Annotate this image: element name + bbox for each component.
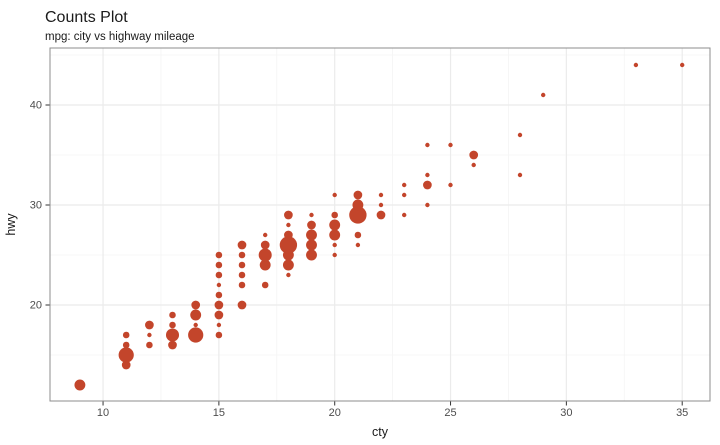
data-point bbox=[306, 249, 317, 261]
data-point bbox=[471, 162, 476, 168]
data-point bbox=[238, 271, 246, 279]
data-point bbox=[122, 341, 130, 349]
x-tick-label: 25 bbox=[444, 407, 456, 419]
data-point bbox=[169, 321, 176, 329]
data-point bbox=[214, 310, 224, 320]
data-point bbox=[633, 62, 639, 68]
data-point bbox=[307, 220, 316, 230]
data-point bbox=[215, 271, 223, 279]
data-point bbox=[517, 132, 523, 138]
data-point bbox=[352, 199, 364, 211]
data-point bbox=[191, 300, 201, 310]
data-point bbox=[216, 282, 222, 288]
data-point bbox=[214, 300, 224, 310]
data-point bbox=[353, 190, 363, 200]
data-point bbox=[286, 272, 291, 278]
data-point bbox=[286, 222, 291, 228]
data-point bbox=[517, 172, 523, 178]
x-tick-label: 30 bbox=[560, 407, 572, 419]
data-point bbox=[193, 322, 198, 328]
data-point bbox=[306, 229, 317, 241]
data-point bbox=[238, 261, 246, 269]
data-point bbox=[215, 251, 223, 259]
data-point bbox=[425, 172, 430, 178]
y-tick-label: 30 bbox=[30, 200, 42, 212]
x-tick-label: 15 bbox=[213, 407, 225, 419]
data-point bbox=[306, 239, 317, 251]
data-point bbox=[448, 142, 453, 148]
data-point bbox=[282, 259, 294, 271]
data-point bbox=[215, 331, 223, 339]
data-point bbox=[354, 231, 362, 239]
data-point bbox=[332, 192, 337, 198]
y-axis-title: hwy bbox=[4, 213, 18, 236]
data-point bbox=[448, 182, 453, 188]
data-point bbox=[122, 331, 130, 339]
data-point bbox=[332, 252, 337, 258]
plot-title: Counts Plot bbox=[45, 9, 128, 26]
data-point bbox=[260, 240, 270, 250]
x-tick-label: 35 bbox=[676, 407, 688, 419]
data-point bbox=[349, 206, 367, 224]
data-point bbox=[237, 300, 247, 310]
grid-minor-lines bbox=[50, 48, 710, 401]
data-point bbox=[279, 236, 298, 254]
grid-major-lines bbox=[50, 48, 710, 401]
data-point bbox=[238, 281, 246, 289]
data-point bbox=[402, 192, 407, 198]
data-point bbox=[147, 332, 152, 338]
data-point bbox=[329, 219, 341, 231]
x-axis-title: cty bbox=[372, 425, 389, 439]
data-point bbox=[355, 242, 361, 248]
data-point bbox=[261, 281, 269, 289]
data-point bbox=[146, 341, 153, 349]
data-point bbox=[425, 202, 430, 208]
data-point bbox=[378, 192, 384, 198]
data-point bbox=[145, 320, 154, 330]
plot-panel bbox=[50, 48, 710, 401]
x-tick-label: 10 bbox=[97, 407, 109, 419]
data-point bbox=[402, 212, 407, 218]
data-point bbox=[263, 232, 268, 238]
data-point bbox=[237, 240, 247, 250]
data-point bbox=[238, 251, 246, 259]
data-point bbox=[402, 182, 407, 188]
data-point bbox=[169, 311, 176, 319]
data-point bbox=[216, 322, 222, 328]
data-point bbox=[118, 347, 134, 363]
data-point bbox=[284, 210, 293, 220]
axis-tick-labels: 10 15 20 25 30 35 20 30 40 bbox=[30, 100, 689, 420]
data-point bbox=[541, 92, 546, 98]
data-point bbox=[309, 212, 314, 218]
data-point bbox=[188, 327, 204, 343]
data-point bbox=[376, 210, 386, 220]
data-point bbox=[425, 142, 430, 148]
data-point bbox=[329, 229, 341, 241]
data-point bbox=[258, 248, 272, 262]
axis-tick-marks bbox=[45, 104, 683, 406]
y-tick-label: 20 bbox=[30, 300, 42, 312]
plot-panel-border bbox=[49, 47, 711, 402]
data-point bbox=[121, 360, 131, 370]
data-point bbox=[331, 211, 338, 219]
data-point bbox=[190, 309, 202, 321]
data-point bbox=[215, 291, 223, 299]
data-point bbox=[215, 261, 223, 269]
data-point bbox=[168, 340, 177, 350]
data-point bbox=[332, 242, 337, 248]
data-point bbox=[378, 202, 384, 208]
plot-subtitle: mpg: city vs highway mileage bbox=[45, 31, 195, 43]
data-point bbox=[259, 259, 271, 271]
data-point bbox=[423, 180, 432, 190]
data-point bbox=[284, 230, 293, 240]
data-point bbox=[469, 150, 479, 160]
x-tick-label: 20 bbox=[329, 407, 341, 419]
data-point bbox=[680, 62, 685, 68]
data-point bbox=[165, 328, 180, 342]
data-point bbox=[74, 379, 86, 391]
y-tick-label: 40 bbox=[30, 100, 42, 112]
data-points-layer bbox=[74, 62, 685, 391]
